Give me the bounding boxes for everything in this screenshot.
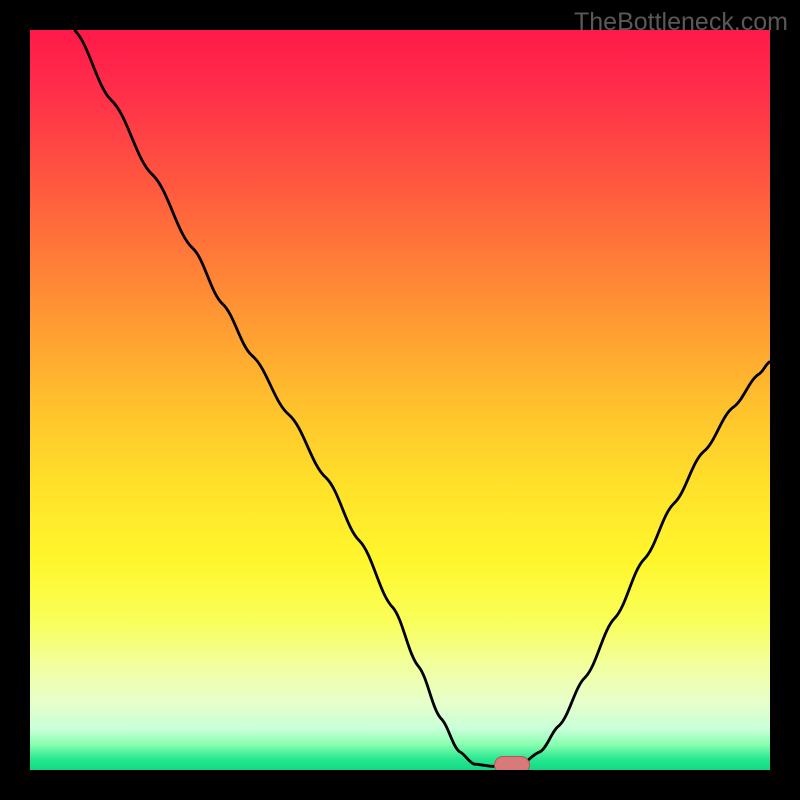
watermark-text: TheBottleneck.com — [574, 8, 788, 37]
bottleneck-curve — [30, 30, 770, 770]
chart-container: TheBottleneck.com — [0, 0, 800, 800]
optimal-marker — [494, 756, 530, 770]
chart-outer-frame — [0, 0, 800, 800]
chart-plot-area — [30, 30, 770, 770]
